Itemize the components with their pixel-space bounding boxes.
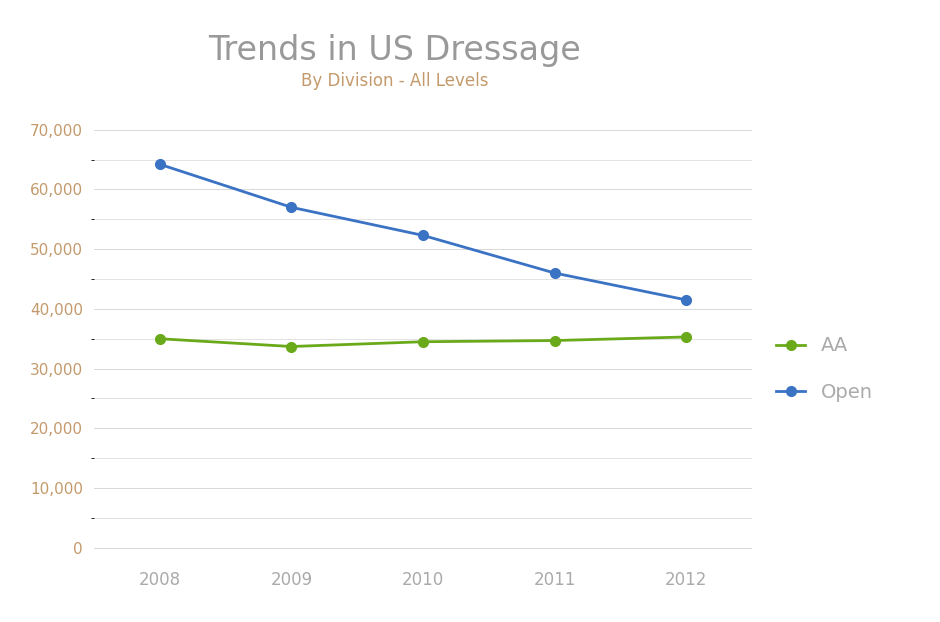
- Line: AA: AA: [155, 332, 691, 351]
- Open: [549, 269, 560, 277]
- Text: Trends in US Dressage: Trends in US Dressage: [209, 34, 581, 67]
- AA: [549, 337, 560, 344]
- AA: [681, 333, 692, 341]
- Open: [417, 231, 429, 239]
- Line: Open: Open: [155, 159, 691, 305]
- Open: [286, 203, 297, 211]
- Open: [154, 160, 165, 168]
- Open: [681, 296, 692, 304]
- AA: [417, 338, 429, 345]
- AA: [286, 343, 297, 350]
- AA: [154, 335, 165, 343]
- Text: By Division - All Levels: By Division - All Levels: [301, 72, 489, 90]
- Legend: AA, Open: AA, Open: [768, 328, 881, 409]
